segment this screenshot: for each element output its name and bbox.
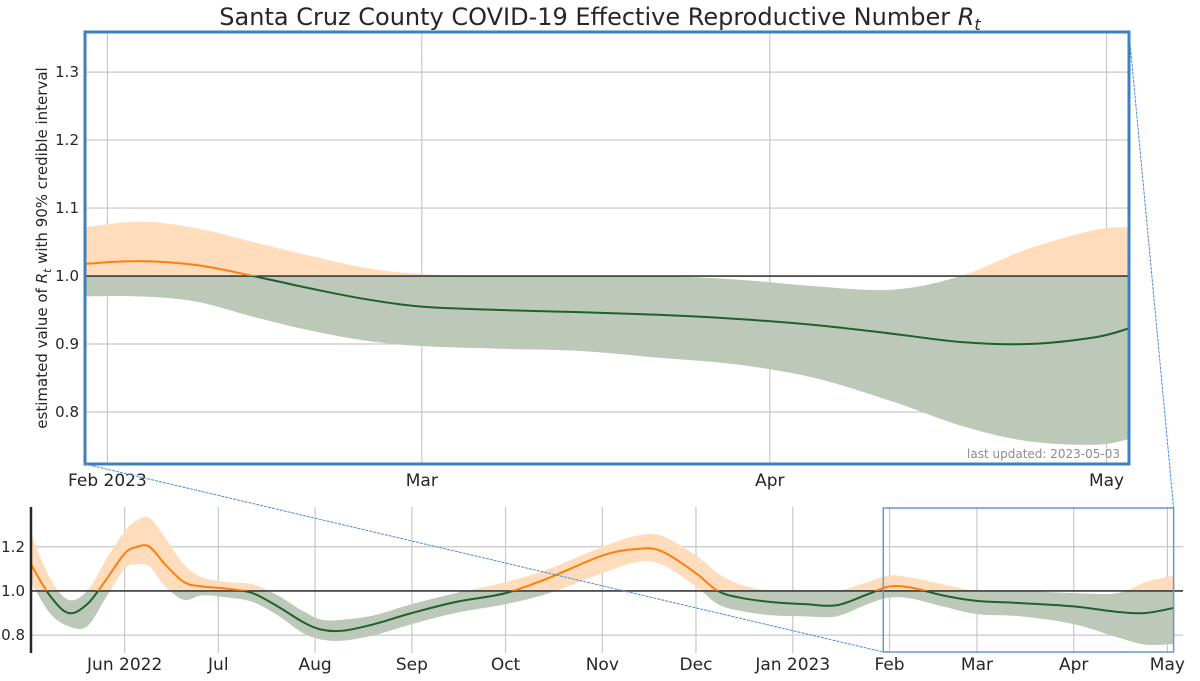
overview-zoom-window	[882, 507, 1175, 653]
overview-xtick-label: Jan 2023	[754, 655, 830, 675]
detail-plot	[85, 221, 1129, 445]
overview-ytick-label: 1.2	[1, 538, 25, 556]
zoom-connectors	[84, 31, 1175, 653]
detail-axes: 0.8 0.9 1.0 1.1 1.2 1.3 Feb 2023 Mar Apr May	[55, 30, 1131, 491]
overview-xtick-label: Sep	[396, 655, 428, 675]
overview-ytick-label: 0.8	[1, 626, 25, 644]
detail-ytick-label: 0.8	[55, 403, 79, 421]
detail-ytick-label: 1.3	[55, 63, 79, 81]
detail-median-line-below	[248, 276, 1129, 346]
chart-title: Santa Cruz County COVID-19 Effective Rep…	[219, 3, 981, 34]
overview-xtick-label: Apr	[1059, 655, 1088, 675]
detail-ytick-label: 1.2	[55, 131, 79, 149]
last-updated-note: last updated: 2023-05-03	[967, 447, 1120, 461]
detail-ytick-label: 1.1	[55, 199, 79, 217]
overview-median-line-below	[45, 590, 1174, 633]
overview-plot	[31, 516, 1183, 645]
overview-xtick-label: Dec	[680, 655, 713, 675]
detail-xtick-label: Feb 2023	[68, 471, 147, 491]
detail-ci-band-below	[85, 276, 1129, 445]
detail-xtick-label: Mar	[406, 471, 438, 491]
detail-ci-band-above	[85, 221, 1129, 277]
overview-xtick-label: Jul	[207, 655, 229, 675]
overview-ci-band-above	[31, 516, 1174, 591]
overview-xtick-label: May	[1150, 655, 1185, 675]
overview-xtick-label: Feb	[874, 655, 904, 675]
overview-xtick-label: Oct	[491, 655, 521, 675]
zoom-connector-left	[84, 463, 884, 653]
zoom-connector-right	[1128, 31, 1175, 509]
overview-ytick-label: 1.0	[1, 582, 25, 600]
overview-median-line-above	[31, 544, 929, 591]
detail-ytick-label: 1.0	[55, 267, 79, 285]
overview-xtick-label: Mar	[961, 655, 993, 675]
detail-median-line-above	[85, 260, 259, 277]
y-axis-label: estimated value of Rt with 90% credible …	[33, 67, 54, 428]
overview-ci-band-below	[35, 590, 1174, 645]
overview-xtick-label: Jun 2022	[86, 655, 162, 675]
overview-xtick-label: Aug	[298, 655, 331, 675]
detail-ytick-label: 0.9	[55, 335, 79, 353]
overview-xtick-label: Nov	[586, 655, 619, 675]
detail-xtick-label: Apr	[755, 471, 784, 491]
overview-axes: 0.8 1.0 1.2 Jun 2022 Jul Aug Sep Oct Nov Dec Jan 2…	[1, 507, 1185, 675]
detail-frame	[83, 30, 1131, 466]
detail-xtick-label: May	[1089, 471, 1124, 491]
